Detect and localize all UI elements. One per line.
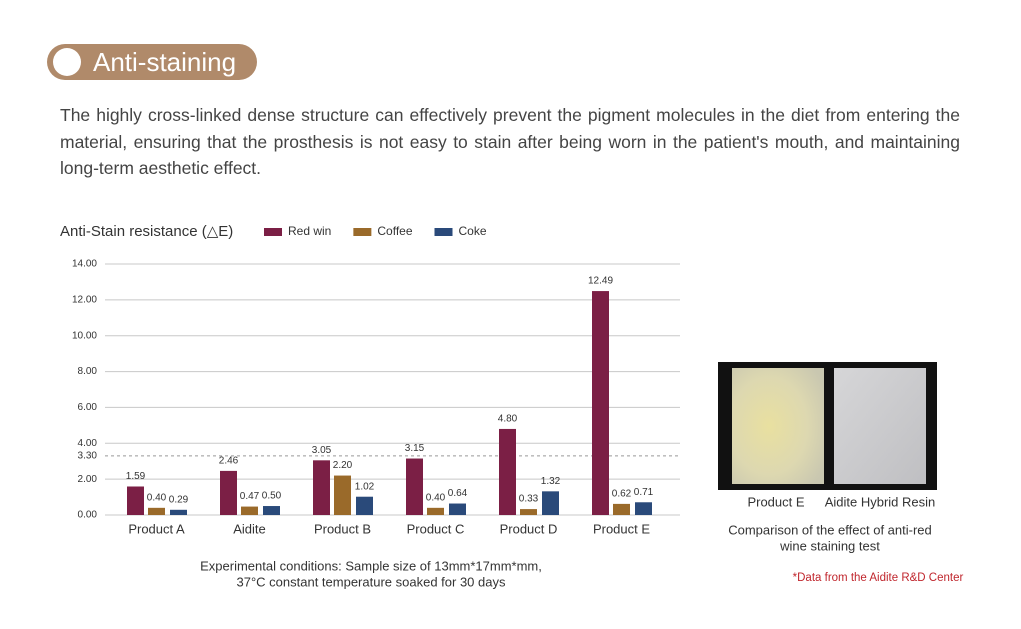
value-label: 0.29: [169, 494, 189, 505]
description: The highly cross-linked dense structure …: [60, 105, 960, 178]
legend-label: Red win: [288, 224, 331, 238]
bar: [592, 291, 609, 515]
x-tick-label: Product D: [500, 521, 558, 536]
bar: [148, 507, 165, 515]
y-tick-label: 14.00: [72, 259, 97, 270]
bar: [499, 428, 516, 515]
value-label: 1.32: [541, 476, 561, 487]
photo-caption: wine staining test: [779, 538, 880, 553]
value-label: 2.20: [333, 460, 353, 471]
photo-sample: [834, 368, 926, 484]
value-label: 3.15: [405, 443, 425, 454]
photo-label: Product E: [747, 494, 804, 509]
y-tick-label: 0.00: [78, 510, 98, 521]
y-tick-label: 8.00: [78, 366, 98, 377]
bar: [313, 460, 330, 515]
value-label: 1.02: [355, 481, 375, 492]
value-label: 0.40: [147, 492, 167, 503]
x-tick-label: Product E: [593, 521, 650, 536]
legend-swatch: [434, 228, 453, 236]
section-badge: Anti-staining: [47, 44, 257, 80]
source-note: *Data from the Aidite R&D Center: [793, 572, 964, 584]
x-tick-label: Product A: [128, 521, 185, 536]
x-tick-label: Product B: [314, 521, 371, 536]
y-tick-label: 4.00: [78, 438, 98, 449]
bar: [520, 509, 537, 515]
value-label: 0.47: [240, 491, 260, 502]
bar: [449, 503, 466, 515]
bar: [241, 506, 258, 515]
y-tick-label: 2.00: [78, 474, 98, 485]
bar: [263, 506, 280, 515]
value-label: 0.64: [448, 488, 468, 499]
y-tick-label: 6.00: [78, 402, 98, 413]
value-label: 0.71: [634, 487, 654, 498]
y-tick-label: 10.00: [72, 330, 97, 341]
badge-icon: [53, 48, 81, 76]
photo-sample: [732, 368, 824, 484]
value-label: 12.49: [588, 276, 613, 287]
value-label: 0.33: [519, 494, 539, 505]
bar: [427, 507, 444, 515]
x-tick-label: Aidite: [233, 521, 266, 536]
bar: [220, 470, 237, 515]
value-label: 0.62: [612, 489, 632, 500]
legend-label: Coke: [459, 224, 487, 238]
bar: [406, 458, 423, 515]
legend-label: Coffee: [377, 224, 412, 238]
value-label: 0.40: [426, 492, 446, 503]
photo-caption: Comparison of the effect of anti-red: [728, 522, 932, 537]
value-label: 1.59: [126, 471, 146, 482]
y-tick-label: 12.00: [72, 294, 97, 305]
section-title: Anti-staining: [93, 47, 237, 77]
bar: [356, 496, 373, 515]
bar: [170, 509, 187, 515]
legend-swatch: [264, 228, 282, 236]
photo-label: Aidite Hybrid Resin: [825, 494, 936, 509]
bar: [542, 491, 559, 515]
x-tick-label: Product C: [407, 521, 465, 536]
bar: [613, 503, 630, 515]
bar: [635, 502, 652, 515]
legend-swatch: [353, 228, 372, 236]
bar: [127, 486, 144, 515]
value-label: 4.80: [498, 414, 518, 425]
chart-note: Experimental conditions: Sample size of …: [200, 558, 542, 573]
chart-title: Anti-Stain resistance (△E): [60, 223, 233, 240]
value-label: 3.05: [312, 445, 332, 456]
chart-note: 37°C constant temperature soaked for 30 …: [237, 574, 506, 589]
reference-label: 3.30: [78, 450, 98, 461]
value-label: 0.50: [262, 491, 282, 502]
bar: [334, 475, 351, 515]
value-label: 2.46: [219, 456, 239, 467]
